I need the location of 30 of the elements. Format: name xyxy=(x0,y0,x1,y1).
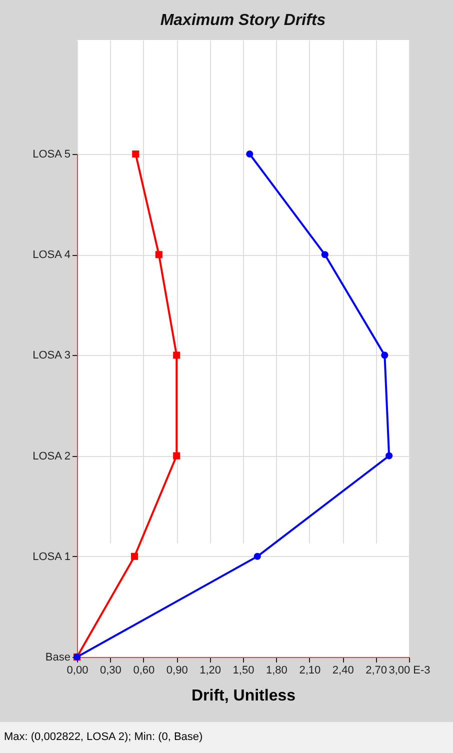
point xyxy=(254,552,261,560)
x-tick-label: 2,10 xyxy=(299,664,321,676)
point xyxy=(321,251,328,258)
point xyxy=(155,251,162,258)
x-tick-label: 1,50 xyxy=(232,664,254,676)
point xyxy=(173,452,180,460)
point xyxy=(131,552,138,560)
x-tick-label: 0,00 xyxy=(66,664,88,676)
x-tick-label: 0,60 xyxy=(133,664,155,676)
x-tick-label: 2,70 xyxy=(366,664,388,676)
text: Max: (0,002822, LOSA 2); Min: (0, Base) xyxy=(0,722,453,753)
x-tick-label: 0,30 xyxy=(100,664,122,676)
y-tick-label: LOSA 2 xyxy=(32,450,70,462)
x-tick-label: 1,20 xyxy=(200,664,222,676)
x-axis-title: Drift, Unitless xyxy=(191,688,296,704)
y-tick-label: LOSA 3 xyxy=(32,350,70,362)
point xyxy=(381,352,388,359)
y-tick-label: LOSA 4 xyxy=(32,249,70,262)
point xyxy=(132,150,140,158)
point xyxy=(386,452,393,460)
point xyxy=(246,150,254,158)
chart-title: Maximum Story Drifts xyxy=(160,12,326,29)
point xyxy=(173,352,180,359)
x-tick-label: 2,40 xyxy=(332,664,354,676)
y-tick-label: LOSA 1 xyxy=(32,550,70,563)
x-tick-label: 3,00 E-3 xyxy=(388,664,430,676)
y-tick-label: LOSA 5 xyxy=(32,148,70,160)
x-tick-label: 1,80 xyxy=(266,664,288,676)
x-tick-label: 0,90 xyxy=(166,664,188,676)
y-tick-label: Base xyxy=(45,652,70,664)
